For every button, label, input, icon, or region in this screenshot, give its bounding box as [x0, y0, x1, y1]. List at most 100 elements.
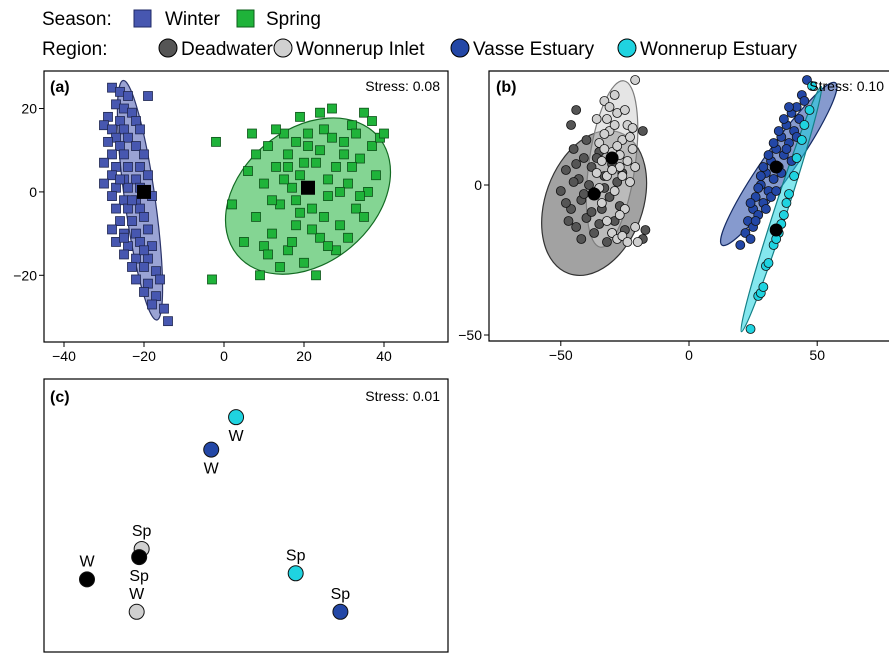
point: [571, 159, 582, 169]
point: [315, 145, 325, 156]
point: [609, 186, 620, 196]
point: [111, 203, 121, 214]
point: [640, 225, 651, 235]
point: [789, 171, 800, 181]
point: [315, 107, 325, 118]
point: [563, 216, 574, 226]
point: [303, 128, 313, 139]
point: [584, 180, 594, 190]
point: [796, 135, 807, 145]
point: [263, 141, 273, 151]
legend-label-wonnerup-inlet: Wonnerup Inlet: [296, 39, 425, 60]
legend-label-spring: Spring: [266, 9, 321, 30]
point: [295, 111, 305, 122]
panel-c-stress: Stress: 0.01: [365, 388, 440, 404]
point: [347, 161, 357, 172]
point: [576, 234, 587, 244]
point: [143, 253, 153, 264]
point: [566, 120, 576, 130]
point: [123, 182, 133, 193]
point: [259, 241, 269, 252]
point: [99, 157, 109, 168]
point: [323, 174, 333, 185]
point: [247, 128, 257, 139]
point: [339, 136, 349, 147]
point: [319, 124, 329, 135]
point: [761, 204, 771, 214]
point: [804, 105, 815, 115]
point: [323, 191, 333, 201]
point: [135, 124, 145, 135]
point: [131, 141, 141, 151]
point: [135, 237, 145, 247]
y-tick-label: −20: [13, 267, 37, 283]
point: [123, 132, 133, 143]
point: [99, 178, 109, 189]
point: [604, 102, 615, 112]
point: [311, 270, 321, 281]
point: [750, 216, 761, 226]
point: [335, 187, 345, 197]
centroid-wonnerup-inlet: [605, 151, 619, 165]
point: [299, 157, 309, 168]
point: [331, 161, 341, 172]
point: [791, 153, 802, 163]
point: [339, 149, 349, 160]
point: [599, 144, 610, 154]
point: [327, 132, 337, 143]
point: [778, 114, 789, 124]
point: [259, 178, 269, 189]
point: [228, 409, 245, 426]
point: [758, 282, 769, 292]
point: [625, 177, 635, 187]
point: [287, 182, 297, 193]
point: [599, 129, 610, 139]
point: [115, 216, 125, 226]
point: [307, 224, 317, 235]
point: [251, 149, 261, 160]
point: [784, 189, 794, 199]
point: [123, 241, 133, 252]
point: [255, 270, 265, 281]
point: [207, 274, 217, 285]
point: [139, 149, 149, 160]
point: [299, 257, 309, 268]
x-tick-label: −20: [132, 348, 156, 364]
point: [107, 124, 117, 135]
point: [637, 126, 648, 136]
point: [143, 278, 153, 289]
point: [131, 174, 141, 185]
point: [771, 186, 782, 196]
point: [115, 116, 125, 126]
point: [561, 165, 571, 175]
centroid-wonnerup-estuary: [769, 223, 783, 237]
series-wonnerup-inlet: [591, 75, 643, 247]
point: [283, 245, 293, 256]
point: [295, 170, 305, 181]
point: [131, 253, 141, 264]
point: [147, 299, 157, 310]
point: [311, 157, 321, 168]
series-spring: [207, 103, 389, 285]
spring-square-icon: [236, 9, 255, 28]
panel-c-frame: [43, 378, 449, 653]
point: [625, 132, 635, 142]
point: [589, 228, 600, 238]
panel-a-stress: Stress: 0.08: [365, 78, 440, 94]
point: [135, 203, 145, 214]
point: [135, 161, 145, 172]
point: [128, 603, 145, 620]
point: [773, 126, 784, 136]
point: [119, 124, 129, 135]
point: [335, 220, 345, 231]
point: [271, 161, 281, 172]
point: [343, 232, 353, 243]
point: [131, 549, 148, 566]
series-vasse-estuary: [735, 75, 812, 250]
point: [602, 216, 612, 226]
point: [367, 116, 377, 126]
point: [159, 303, 169, 314]
point: [351, 128, 361, 139]
point: [315, 232, 325, 243]
